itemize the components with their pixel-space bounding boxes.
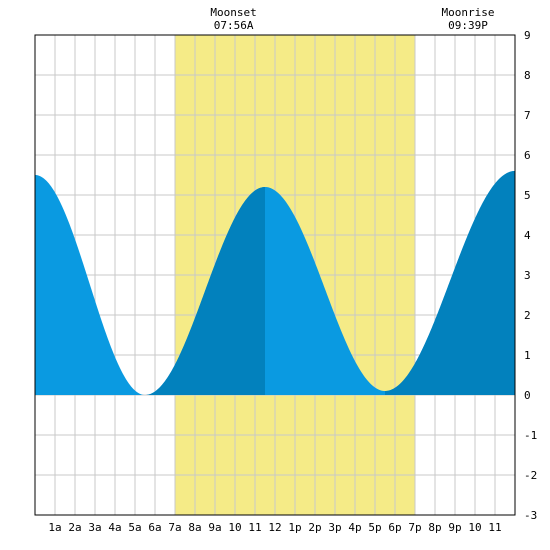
x-tick-label: 4p xyxy=(348,521,361,534)
x-tick-label: 10 xyxy=(228,521,241,534)
moon-event-time: 09:39P xyxy=(448,19,488,32)
moon-event-title: Moonrise xyxy=(442,6,495,19)
x-tick-label: 2p xyxy=(308,521,321,534)
y-tick-label: 9 xyxy=(524,29,531,42)
moon-event-title: Moonset xyxy=(210,6,256,19)
x-tick-label: 9a xyxy=(208,521,221,534)
y-tick-label: 1 xyxy=(524,349,531,362)
x-tick-label: 12 xyxy=(268,521,281,534)
y-tick-label: 6 xyxy=(524,149,531,162)
y-tick-label: 7 xyxy=(524,109,531,122)
plot-frame xyxy=(34,34,516,516)
tide-area-rising xyxy=(385,171,515,395)
tide-area-falling xyxy=(35,171,515,395)
y-tick-label: 3 xyxy=(524,269,531,282)
y-tick-label: 8 xyxy=(524,69,531,82)
y-tick-label: 4 xyxy=(524,229,531,242)
x-tick-label: 3a xyxy=(88,521,101,534)
x-tick-label: 3p xyxy=(328,521,341,534)
axes xyxy=(34,34,516,516)
y-tick-label: 0 xyxy=(524,389,531,402)
y-tick-label: -2 xyxy=(524,469,537,482)
x-tick-label: 8a xyxy=(188,521,201,534)
x-tick-label: 5p xyxy=(368,521,381,534)
x-tick-label: 1p xyxy=(288,521,301,534)
tide-area xyxy=(35,171,515,395)
x-tick-label: 6a xyxy=(148,521,161,534)
tick-labels: 1a 2a 3a 4a 5a 6a 7a 8a 9a 10 11 12 1p 2p 3p 4p 5p 6p 7p 8p… xyxy=(48,29,537,534)
x-tick-label: 1a xyxy=(48,521,61,534)
y-tick-label: -3 xyxy=(524,509,537,522)
moon-event-time: 07:56A xyxy=(214,19,254,32)
y-tick-label: 5 xyxy=(524,189,531,202)
y-tick-label: 2 xyxy=(524,309,531,322)
x-tick-label: 10 xyxy=(468,521,481,534)
x-tick-label: 6p xyxy=(388,521,401,534)
x-tick-label: 2a xyxy=(68,521,81,534)
x-tick-label: 4a xyxy=(108,521,121,534)
x-tick-label: 11 xyxy=(248,521,261,534)
x-tick-label: 11 xyxy=(488,521,501,534)
tide-area-rising xyxy=(145,187,265,395)
y-tick-label: -1 xyxy=(524,429,537,442)
x-tick-label: 5a xyxy=(128,521,141,534)
x-tick-label: 8p xyxy=(428,521,441,534)
x-tick-label: 7a xyxy=(168,521,181,534)
x-tick-label: 9p xyxy=(448,521,461,534)
x-tick-label: 7p xyxy=(408,521,421,534)
